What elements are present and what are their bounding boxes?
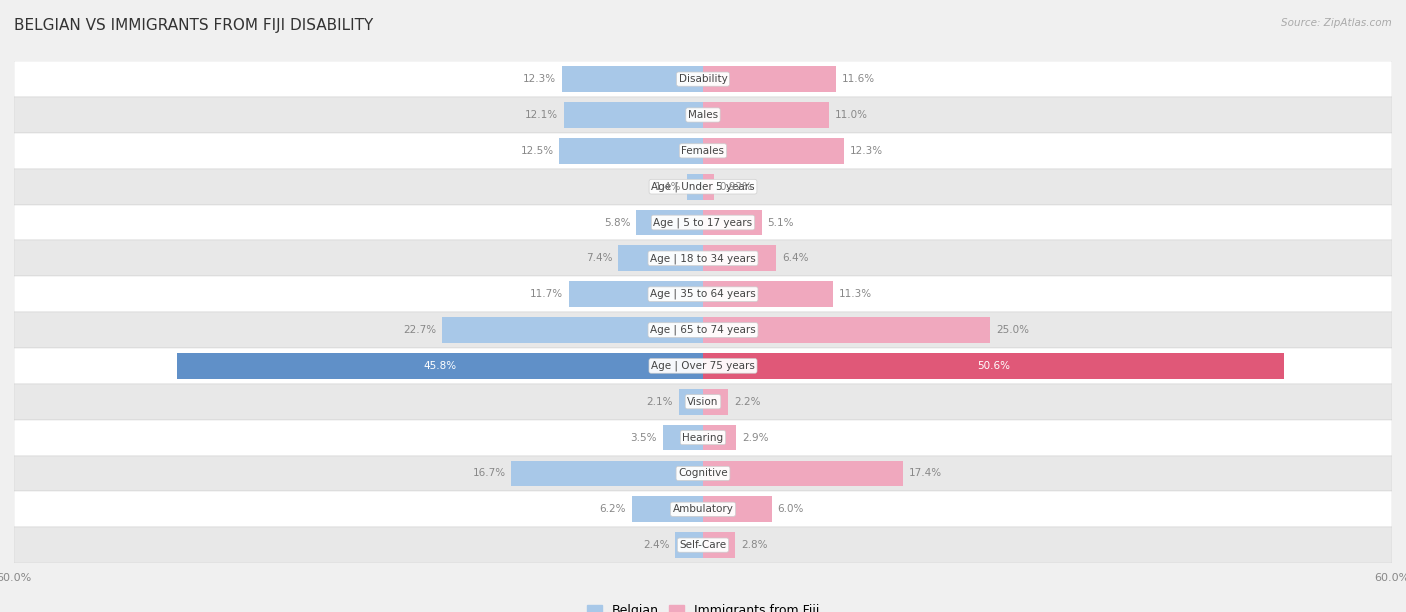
Text: Cognitive: Cognitive (678, 468, 728, 479)
Bar (703, 209, 762, 236)
Bar (703, 389, 728, 415)
Text: 2.9%: 2.9% (742, 433, 769, 442)
Text: 12.3%: 12.3% (523, 74, 555, 84)
Bar (703, 496, 772, 522)
Text: 6.0%: 6.0% (778, 504, 804, 514)
Text: 12.3%: 12.3% (851, 146, 883, 156)
Text: Disability: Disability (679, 74, 727, 84)
Bar (703, 102, 830, 128)
Bar (14, 527, 1392, 563)
Bar (14, 455, 1392, 491)
Text: 7.4%: 7.4% (586, 253, 612, 263)
Text: 50.6%: 50.6% (977, 361, 1010, 371)
Text: 3.5%: 3.5% (630, 433, 657, 442)
Bar (637, 209, 703, 236)
Text: Self-Care: Self-Care (679, 540, 727, 550)
Bar (662, 425, 703, 450)
Text: 11.7%: 11.7% (530, 289, 562, 299)
Bar (512, 460, 703, 487)
Bar (631, 496, 703, 522)
Text: 2.8%: 2.8% (741, 540, 768, 550)
Text: 2.1%: 2.1% (647, 397, 673, 407)
Text: 11.3%: 11.3% (838, 289, 872, 299)
Bar (562, 66, 703, 92)
Text: 1.4%: 1.4% (655, 182, 681, 192)
Bar (703, 532, 735, 558)
Bar (560, 138, 703, 164)
Legend: Belgian, Immigrants from Fiji: Belgian, Immigrants from Fiji (582, 599, 824, 612)
Text: Age | 18 to 34 years: Age | 18 to 34 years (650, 253, 756, 264)
Text: Age | Over 75 years: Age | Over 75 years (651, 360, 755, 371)
Bar (14, 348, 1392, 384)
Bar (14, 61, 1392, 97)
Text: Age | 5 to 17 years: Age | 5 to 17 years (654, 217, 752, 228)
Text: Ambulatory: Ambulatory (672, 504, 734, 514)
Bar (703, 282, 832, 307)
Bar (14, 420, 1392, 455)
Bar (703, 138, 844, 164)
Bar (703, 174, 714, 200)
Text: Source: ZipAtlas.com: Source: ZipAtlas.com (1281, 18, 1392, 28)
Text: 2.4%: 2.4% (643, 540, 669, 550)
Text: Age | Under 5 years: Age | Under 5 years (651, 181, 755, 192)
Bar (688, 174, 703, 200)
Text: Females: Females (682, 146, 724, 156)
Text: 0.92%: 0.92% (720, 182, 752, 192)
Text: 5.1%: 5.1% (768, 217, 794, 228)
Bar (703, 353, 1284, 379)
Bar (619, 245, 703, 271)
Bar (703, 66, 837, 92)
Text: 12.1%: 12.1% (526, 110, 558, 120)
Bar (564, 102, 703, 128)
Text: 45.8%: 45.8% (423, 361, 457, 371)
Text: 6.2%: 6.2% (599, 504, 626, 514)
Bar (14, 97, 1392, 133)
Text: 11.0%: 11.0% (835, 110, 868, 120)
Text: 11.6%: 11.6% (842, 74, 875, 84)
Bar (14, 204, 1392, 241)
Bar (703, 317, 990, 343)
Text: Hearing: Hearing (682, 433, 724, 442)
Bar (443, 317, 703, 343)
Bar (14, 491, 1392, 527)
Text: 25.0%: 25.0% (995, 325, 1029, 335)
Bar (703, 460, 903, 487)
Text: Vision: Vision (688, 397, 718, 407)
Bar (14, 169, 1392, 204)
Text: Age | 65 to 74 years: Age | 65 to 74 years (650, 325, 756, 335)
Text: 5.8%: 5.8% (605, 217, 631, 228)
Bar (14, 312, 1392, 348)
Bar (703, 425, 737, 450)
Bar (675, 532, 703, 558)
Bar (14, 133, 1392, 169)
Bar (679, 389, 703, 415)
Text: 16.7%: 16.7% (472, 468, 506, 479)
Text: 22.7%: 22.7% (404, 325, 437, 335)
Bar (14, 384, 1392, 420)
Text: BELGIAN VS IMMIGRANTS FROM FIJI DISABILITY: BELGIAN VS IMMIGRANTS FROM FIJI DISABILI… (14, 18, 374, 34)
Text: Age | 35 to 64 years: Age | 35 to 64 years (650, 289, 756, 299)
Bar (703, 245, 776, 271)
Text: 12.5%: 12.5% (520, 146, 554, 156)
Text: 2.2%: 2.2% (734, 397, 761, 407)
Bar (14, 241, 1392, 276)
Text: 17.4%: 17.4% (908, 468, 942, 479)
Text: 6.4%: 6.4% (782, 253, 808, 263)
Text: Males: Males (688, 110, 718, 120)
Bar (568, 282, 703, 307)
Bar (14, 276, 1392, 312)
Bar (177, 353, 703, 379)
